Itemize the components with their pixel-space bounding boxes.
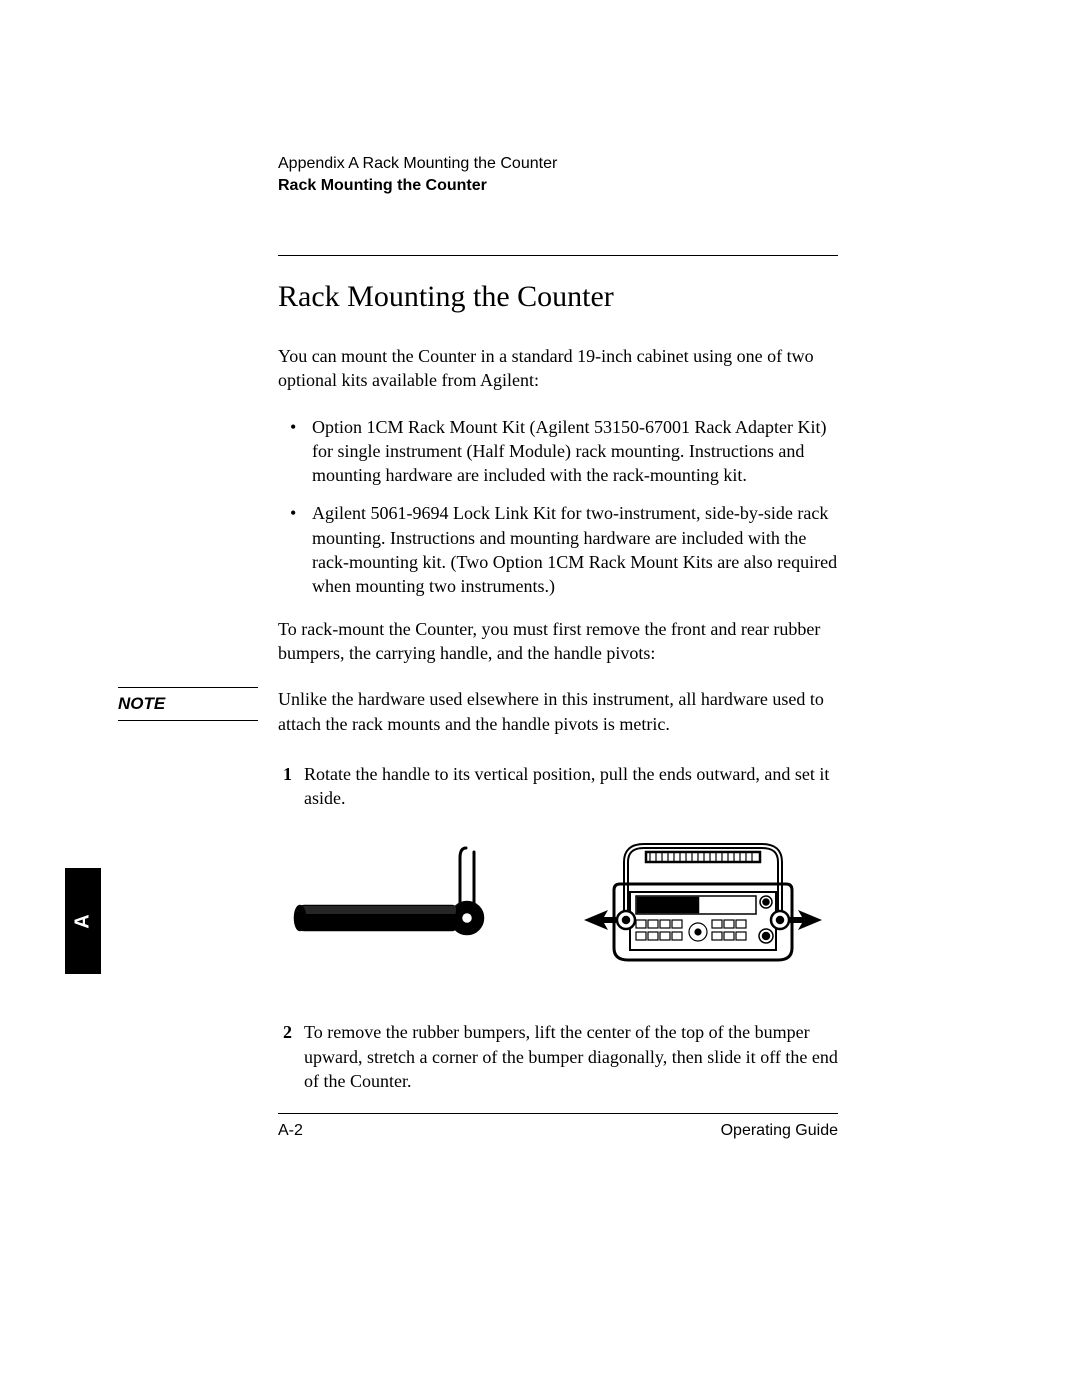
step-item: Rotate the handle to its vertical positi…: [278, 762, 838, 811]
kit-options-list: Option 1CM Rack Mount Kit (Agilent 53150…: [278, 415, 838, 599]
step-item: To remove the rubber bumpers, lift the c…: [278, 1020, 838, 1093]
header-section-line: Rack Mounting the Counter: [278, 177, 838, 195]
note-block: NOTE Unlike the hardware used elsewhere …: [278, 687, 838, 736]
appendix-side-tab: A: [65, 868, 101, 974]
page-title: Rack Mounting the Counter: [278, 280, 838, 314]
bullet-item: Agilent 5061-9694 Lock Link Kit for two-…: [278, 501, 838, 598]
instrument-figure-icon: [578, 840, 828, 970]
footer-page-number: A-2: [278, 1122, 303, 1140]
figure-row: [278, 840, 838, 970]
procedure-steps: Rotate the handle to its vertical positi…: [278, 762, 838, 811]
note-text: Unlike the hardware used elsewhere in th…: [278, 687, 838, 736]
handle-figure-icon: [288, 840, 518, 960]
procedure-steps-cont: To remove the rubber bumpers, lift the c…: [278, 1020, 838, 1093]
intro-paragraph: You can mount the Counter in a standard …: [278, 344, 838, 393]
horizontal-rule-top: [278, 255, 838, 256]
footer-doc-title: Operating Guide: [721, 1122, 838, 1140]
header-appendix-line: Appendix A Rack Mounting the Counter: [278, 155, 838, 173]
page-footer: A-2 Operating Guide: [278, 1113, 838, 1140]
pre-note-paragraph: To rack-mount the Counter, you must firs…: [278, 617, 838, 666]
bullet-item: Option 1CM Rack Mount Kit (Agilent 53150…: [278, 415, 838, 488]
note-label: NOTE: [118, 687, 258, 721]
side-tab-letter: A: [71, 914, 94, 928]
page-content: Appendix A Rack Mounting the Counter Rac…: [278, 155, 838, 1140]
